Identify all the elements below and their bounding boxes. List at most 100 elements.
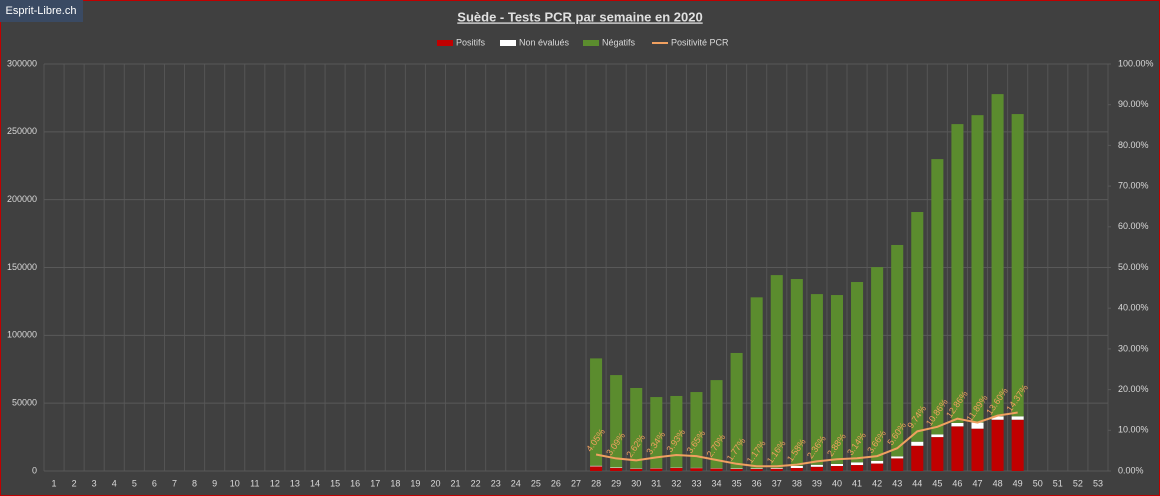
- x-tick-label: 19: [410, 478, 420, 488]
- x-tick-label: 33: [691, 478, 701, 488]
- bar-segment: [871, 460, 884, 464]
- bar-segment: [750, 468, 763, 469]
- y2-tick-label: 80.00%: [1118, 140, 1149, 150]
- legend-label: Non évalués: [519, 37, 570, 47]
- x-tick-label: 4: [112, 478, 117, 488]
- bar-segment: [730, 468, 743, 471]
- x-tick-label: 52: [1073, 478, 1083, 488]
- x-tick-label: 18: [390, 478, 400, 488]
- bar-segment: [630, 468, 643, 471]
- bar-segment: [911, 441, 924, 446]
- bar-segment: [891, 244, 904, 457]
- bar-segment: [891, 458, 904, 471]
- chart-title: Suède - Tests PCR par semaine en 2020: [457, 9, 702, 24]
- bar-segment: [750, 297, 763, 469]
- bar-segment: [610, 467, 623, 469]
- y-tick-label: 50000: [12, 398, 37, 408]
- x-tick-label: 36: [752, 478, 762, 488]
- y2-tick-label: 40.00%: [1118, 303, 1149, 313]
- x-tick-label: 30: [631, 478, 641, 488]
- x-tick-label: 2: [72, 478, 77, 488]
- badge: [0, 0, 83, 22]
- y-tick-label: 200000: [7, 194, 37, 204]
- x-tick-label: 44: [912, 478, 922, 488]
- bar-segment: [991, 416, 1004, 420]
- bar-segment: [770, 467, 783, 469]
- bar-segment: [650, 397, 663, 469]
- legend-swatch: [583, 40, 599, 46]
- x-tick-label: 42: [872, 478, 882, 488]
- legend-label: Positifs: [456, 37, 486, 47]
- bar-segment: [1011, 416, 1024, 420]
- y2-tick-label: 10.00%: [1118, 425, 1149, 435]
- line: [595, 411, 1018, 468]
- bar-segment: [971, 428, 984, 471]
- bar-segment: [931, 434, 944, 438]
- x-tick-label: 6: [152, 478, 157, 488]
- x-tick-label: 34: [712, 478, 722, 488]
- y-tick-label: 250000: [7, 126, 37, 136]
- bar-segment: [590, 465, 603, 467]
- bar-segment: [971, 422, 984, 429]
- bar-segment: [710, 380, 723, 469]
- x-tick-label: 47: [973, 478, 983, 488]
- bar-segment: [630, 387, 643, 469]
- bar-segment: [790, 465, 803, 469]
- x-tick-label: 10: [230, 478, 240, 488]
- bar-segment: [690, 392, 703, 468]
- x-tick-label: 22: [471, 478, 481, 488]
- bar-segment: [951, 124, 964, 423]
- bar-segment: [891, 456, 904, 459]
- bar-segment: [830, 463, 844, 466]
- x-tick-label: 48: [993, 478, 1003, 488]
- bar-segment: [871, 463, 884, 471]
- bar-segment: [810, 294, 823, 465]
- x-tick-label: 40: [832, 478, 842, 488]
- x-tick-label: 53: [1093, 478, 1103, 488]
- x-tick-label: 43: [892, 478, 902, 488]
- x-tick-label: 16: [350, 478, 360, 488]
- bar-segment: [730, 468, 743, 469]
- x-tick-label: 11: [250, 478, 259, 488]
- y-tick-label: 150000: [7, 262, 37, 272]
- bar-segment: [650, 468, 663, 471]
- y2-tick-label: 50.00%: [1118, 262, 1149, 272]
- y2-tick-label: 30.00%: [1118, 343, 1149, 353]
- x-tick-label: 15: [330, 478, 340, 488]
- x-tick-label: 23: [491, 478, 501, 488]
- bar-segment: [851, 282, 864, 463]
- bar-segment: [790, 279, 803, 466]
- bar-segment: [911, 212, 924, 442]
- bar-segment: [610, 375, 623, 468]
- x-tick-label: 20: [430, 478, 440, 488]
- x-tick-label: 37: [772, 478, 782, 488]
- bar-segment: [810, 466, 823, 471]
- x-tick-label: 28: [591, 478, 601, 488]
- bar-segment: [750, 468, 763, 471]
- x-tick-label: 46: [952, 478, 962, 488]
- x-tick-label: 49: [1013, 478, 1023, 488]
- watermark: Esprit-Libre.ch: [6, 5, 77, 17]
- x-tick-label: 27: [571, 478, 581, 488]
- x-tick-label: 13: [290, 478, 300, 488]
- x-tick-label: 41: [852, 478, 862, 488]
- y2-tick-label: 60.00%: [1118, 221, 1149, 231]
- bar-segment: [951, 422, 964, 427]
- x-tick-label: 9: [212, 478, 217, 488]
- legend-swatch: [500, 40, 516, 46]
- bar-segment: [931, 159, 944, 435]
- bar-segment: [1011, 114, 1024, 417]
- x-tick-label: 35: [732, 478, 742, 488]
- bar-segment: [670, 395, 683, 468]
- y-tick-label: 300000: [7, 58, 37, 68]
- legend-swatch: [437, 40, 453, 46]
- x-tick-label: 29: [611, 478, 621, 488]
- y2-tick-label: 20.00%: [1118, 384, 1149, 394]
- x-tick-label: 3: [92, 478, 97, 488]
- y2-tick-label: 70.00%: [1118, 180, 1149, 190]
- legend-label: Positivité PCR: [671, 37, 729, 47]
- bar-segment: [830, 465, 844, 471]
- x-tick-label: 24: [511, 478, 521, 488]
